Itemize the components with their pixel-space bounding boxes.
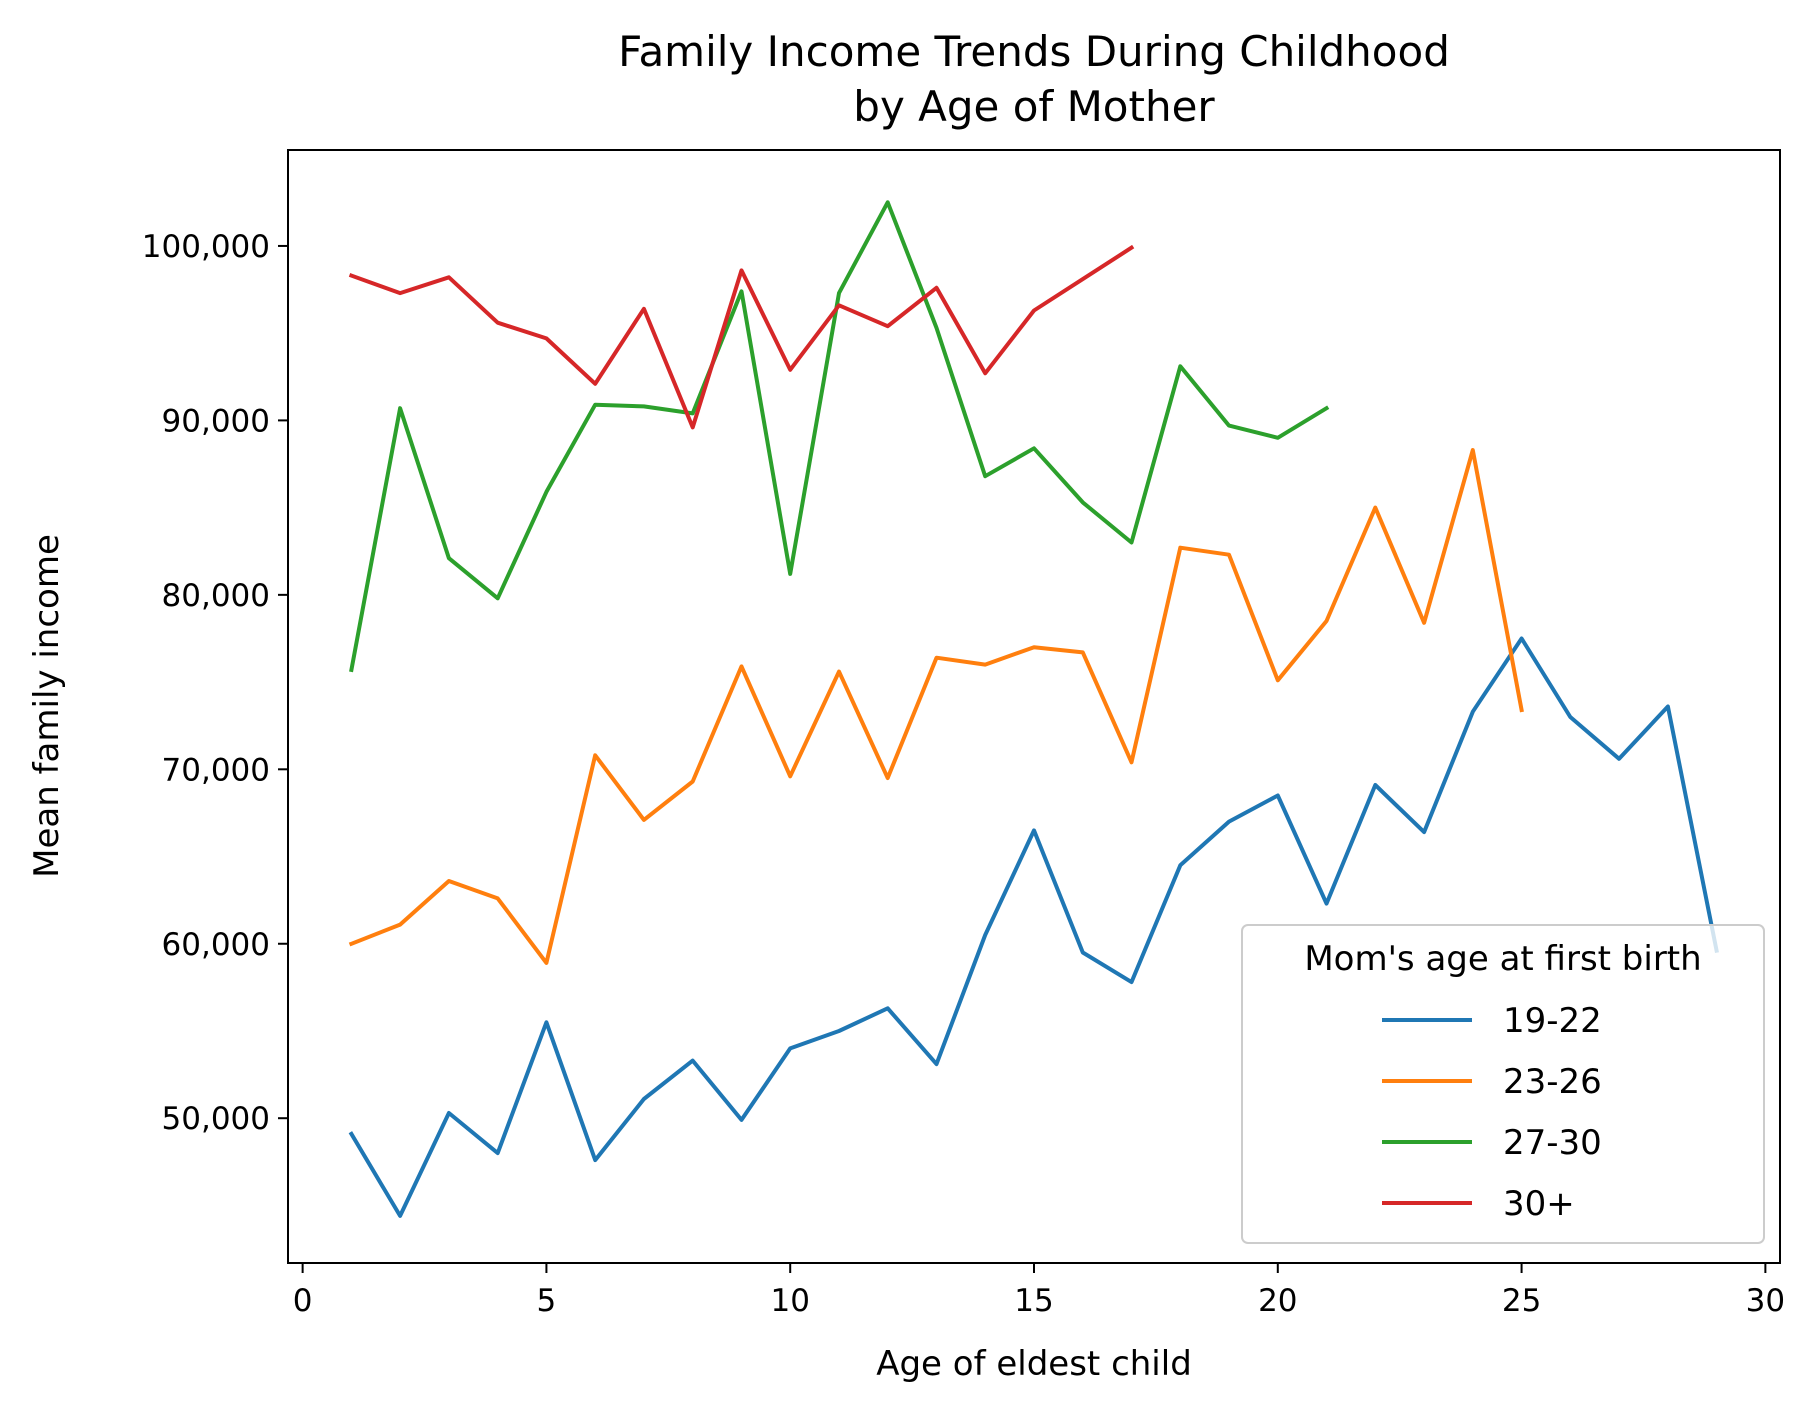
x-tick-label: 20 xyxy=(1258,1283,1297,1319)
x-tick-label: 25 xyxy=(1502,1283,1541,1319)
legend-title: Mom's age at first birth xyxy=(1304,939,1701,979)
legend-label-27-30: 27-30 xyxy=(1503,1123,1602,1163)
series-line-23-26 xyxy=(348,448,1524,965)
legend-box xyxy=(1241,924,1765,1244)
x-tick-label: 5 xyxy=(537,1283,557,1319)
legend: Mom's age at first birth 19-22 23-26 27-30… xyxy=(1241,924,1765,1244)
series-line-19-22 xyxy=(348,636,1719,1218)
chart-title: Family Income Trends During Childhood by… xyxy=(618,27,1450,131)
legend-label-19-22: 19-22 xyxy=(1503,1001,1602,1041)
y-tick-label: 50,000 xyxy=(162,1101,270,1137)
legend-label-23-26: 23-26 xyxy=(1503,1062,1602,1102)
y-axis-label: Mean family income xyxy=(27,534,67,878)
legend-label-30+: 30+ xyxy=(1503,1184,1575,1224)
chart-title-line-2: by Age of Mother xyxy=(853,82,1215,131)
x-axis-ticks: 0 5 10 15 20 25 30 xyxy=(293,1263,1785,1319)
plot-area-frame xyxy=(287,149,1781,1264)
y-tick-label: 70,000 xyxy=(162,752,270,788)
y-axis-ticks: 50,000 60,000 70,000 80,000 90,000 100,000 xyxy=(142,229,288,1137)
y-tick-label: 80,000 xyxy=(162,578,270,614)
legend-items: 19-22 23-26 27-30 30+ xyxy=(1382,1001,1602,1224)
chart-title-line-1: Family Income Trends During Childhood xyxy=(618,27,1450,76)
series-line-30+ xyxy=(348,244,1135,430)
y-tick-label: 60,000 xyxy=(162,927,270,963)
series-lines xyxy=(348,200,1719,1218)
x-tick-label: 30 xyxy=(1746,1283,1785,1319)
series-line-27-30 xyxy=(349,200,1330,673)
x-tick-label: 0 xyxy=(293,1283,313,1319)
x-tick-label: 10 xyxy=(770,1283,809,1319)
x-axis-label: Age of eldest child xyxy=(876,1344,1192,1384)
y-tick-label: 90,000 xyxy=(162,403,270,439)
x-tick-label: 15 xyxy=(1014,1283,1053,1319)
y-tick-label: 100,000 xyxy=(142,229,270,265)
